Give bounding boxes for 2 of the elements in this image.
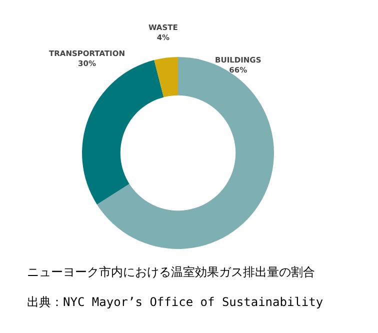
source-note: 出典：NYC Mayor’s Office of Sustainability [27,295,324,309]
text: ニューヨーク市内における温室効果ガス排出量の割合 [27,265,315,279]
